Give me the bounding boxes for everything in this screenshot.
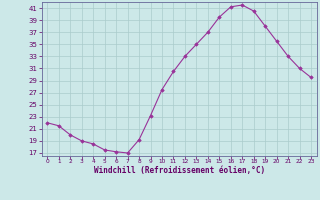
X-axis label: Windchill (Refroidissement éolien,°C): Windchill (Refroidissement éolien,°C): [94, 166, 265, 175]
